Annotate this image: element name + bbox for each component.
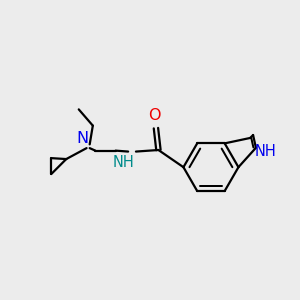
Text: NH: NH <box>113 155 135 170</box>
Text: O: O <box>148 107 160 122</box>
Text: NH: NH <box>255 144 277 159</box>
Text: N: N <box>76 130 88 146</box>
